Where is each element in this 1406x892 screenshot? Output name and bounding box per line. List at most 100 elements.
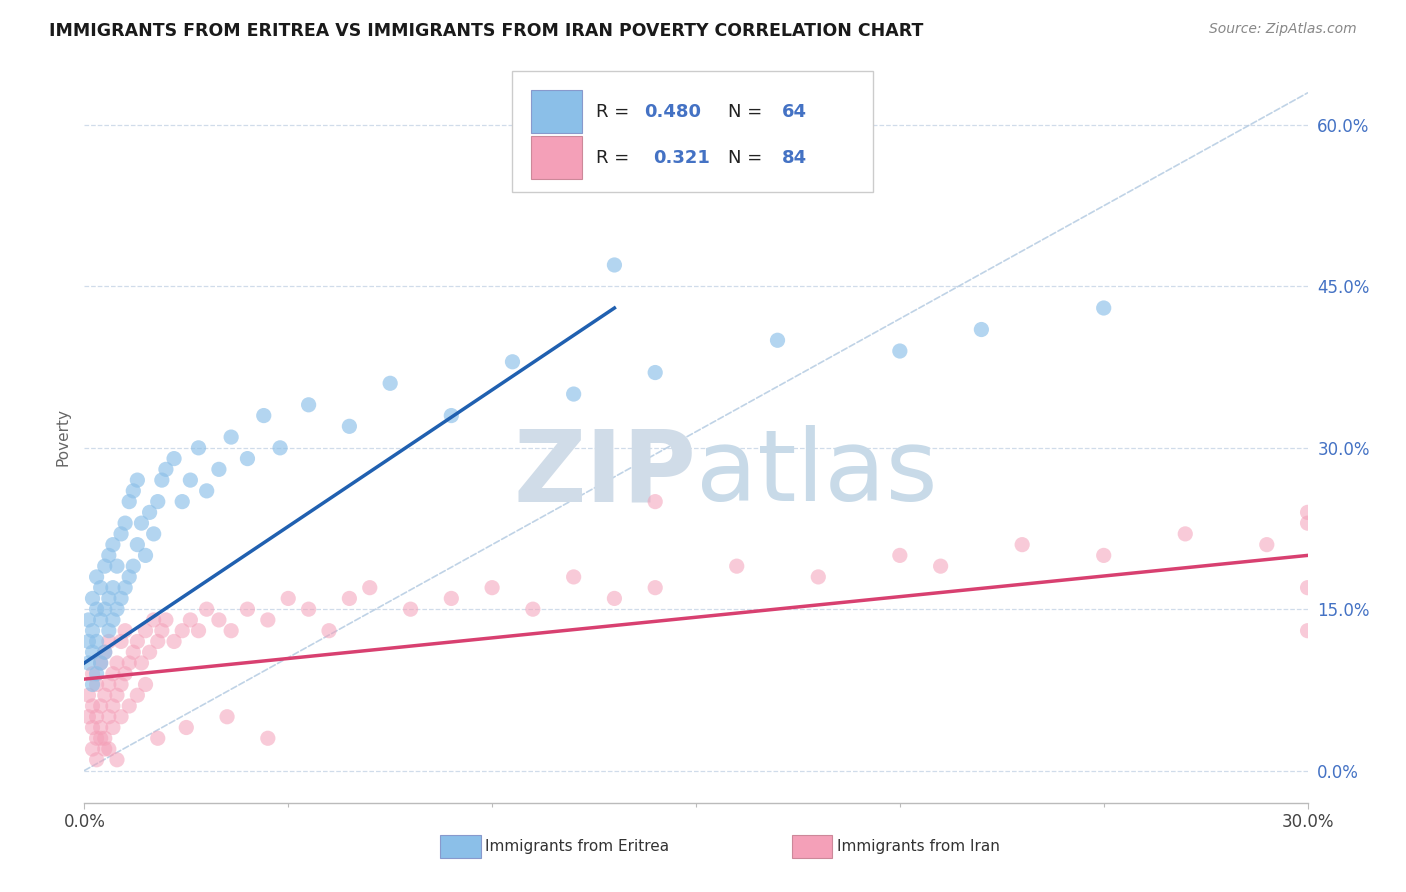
Point xyxy=(114,581,136,595)
Point xyxy=(127,473,149,487)
Point xyxy=(82,591,104,606)
Point xyxy=(339,591,361,606)
Point xyxy=(142,613,165,627)
Text: atlas: atlas xyxy=(696,425,938,522)
Point xyxy=(146,634,169,648)
Point xyxy=(82,624,104,638)
Point xyxy=(97,634,120,648)
Point xyxy=(101,666,124,681)
Text: ZIP: ZIP xyxy=(513,425,696,522)
Text: 84: 84 xyxy=(782,149,807,167)
Point xyxy=(970,322,993,336)
Point xyxy=(93,645,115,659)
Point xyxy=(277,591,299,606)
Point xyxy=(90,656,112,670)
Point xyxy=(86,570,108,584)
Point xyxy=(110,677,132,691)
Point xyxy=(298,602,321,616)
Point xyxy=(82,742,104,756)
Point xyxy=(163,634,186,648)
Point xyxy=(110,710,132,724)
Text: 64: 64 xyxy=(782,103,807,120)
Point xyxy=(603,258,626,272)
Point xyxy=(93,645,115,659)
Point xyxy=(101,613,124,627)
Point xyxy=(195,483,218,498)
FancyBboxPatch shape xyxy=(513,71,873,192)
Point xyxy=(1296,581,1319,595)
Point xyxy=(77,656,100,670)
Point xyxy=(257,731,280,746)
Point xyxy=(135,624,157,638)
Text: 0.480: 0.480 xyxy=(644,103,702,120)
Point xyxy=(208,462,231,476)
Point xyxy=(86,731,108,746)
Point xyxy=(1092,301,1115,315)
Point xyxy=(105,688,128,702)
Point xyxy=(1296,505,1319,519)
Point xyxy=(93,602,115,616)
Point xyxy=(269,441,291,455)
Point xyxy=(135,677,157,691)
Point xyxy=(603,591,626,606)
Point xyxy=(131,656,153,670)
Point xyxy=(1296,516,1319,530)
Point xyxy=(90,656,112,670)
Point xyxy=(105,602,128,616)
Point xyxy=(440,591,463,606)
Point xyxy=(97,624,120,638)
Point xyxy=(440,409,463,423)
Text: N =: N = xyxy=(728,103,768,120)
Point xyxy=(127,688,149,702)
Point xyxy=(93,731,115,746)
Point xyxy=(93,559,115,574)
Point xyxy=(644,366,666,380)
Point xyxy=(77,613,100,627)
Point xyxy=(142,527,165,541)
Point xyxy=(97,710,120,724)
Point xyxy=(644,494,666,508)
Point xyxy=(195,602,218,616)
Point xyxy=(110,591,132,606)
Point xyxy=(208,613,231,627)
Point xyxy=(1296,624,1319,638)
Point xyxy=(155,462,177,476)
Text: IMMIGRANTS FROM ERITREA VS IMMIGRANTS FROM IRAN POVERTY CORRELATION CHART: IMMIGRANTS FROM ERITREA VS IMMIGRANTS FR… xyxy=(49,22,924,40)
Point xyxy=(77,688,100,702)
Point xyxy=(122,483,145,498)
Point xyxy=(110,634,132,648)
Point xyxy=(97,677,120,691)
Point xyxy=(82,721,104,735)
Point xyxy=(318,624,340,638)
Point xyxy=(138,505,160,519)
Point xyxy=(1092,549,1115,563)
Point xyxy=(82,677,104,691)
Point xyxy=(90,581,112,595)
Point xyxy=(86,634,108,648)
Point xyxy=(105,559,128,574)
Point xyxy=(77,710,100,724)
Point xyxy=(889,549,911,563)
Point xyxy=(155,613,177,627)
Point xyxy=(179,473,201,487)
Point xyxy=(146,731,169,746)
Point xyxy=(298,398,321,412)
Point xyxy=(86,666,108,681)
Point xyxy=(1174,527,1197,541)
Point xyxy=(150,473,173,487)
Point xyxy=(644,581,666,595)
Point xyxy=(101,581,124,595)
Point xyxy=(110,527,132,541)
Point xyxy=(86,677,108,691)
Point xyxy=(101,538,124,552)
Point xyxy=(118,570,141,584)
Point xyxy=(86,753,108,767)
Point xyxy=(93,688,115,702)
Point xyxy=(135,549,157,563)
Point xyxy=(929,559,952,574)
Point xyxy=(86,602,108,616)
Point xyxy=(481,581,503,595)
Point xyxy=(90,731,112,746)
Point xyxy=(118,698,141,713)
Point xyxy=(101,721,124,735)
